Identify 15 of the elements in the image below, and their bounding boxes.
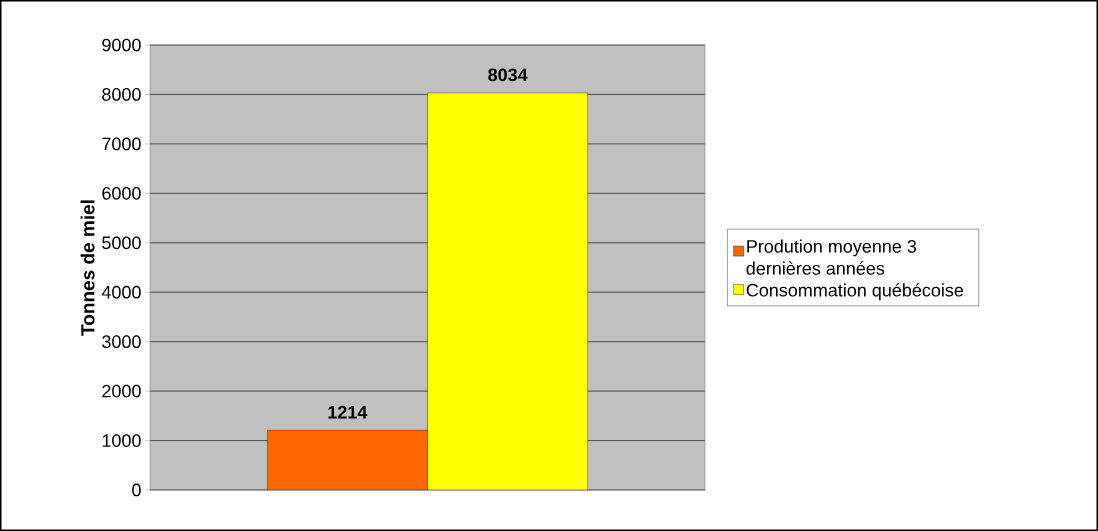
y-tick-label: 0 [132, 483, 141, 497]
y-tick-label: 1000 [102, 434, 141, 447]
y-tick-label: 6000 [102, 186, 141, 200]
y-tick-label: 3000 [102, 335, 141, 349]
y-tick-label: 9000 [102, 38, 141, 52]
data-label: 8034 [488, 68, 528, 82]
y-tick-label: 5000 [102, 236, 141, 250]
data-label: 1214 [328, 405, 368, 419]
legend-label: Consommation québécoise [746, 283, 964, 301]
y-tick-label: 8000 [102, 88, 141, 101]
legend-label: Prodution moyenne 3 dernières années [746, 239, 917, 275]
y-tick-label: 4000 [101, 285, 141, 299]
y-tick-label: 7000 [102, 137, 141, 151]
y-axis-title: Tonnes de miel [80, 200, 95, 336]
y-tick-label: 2000 [102, 384, 141, 398]
